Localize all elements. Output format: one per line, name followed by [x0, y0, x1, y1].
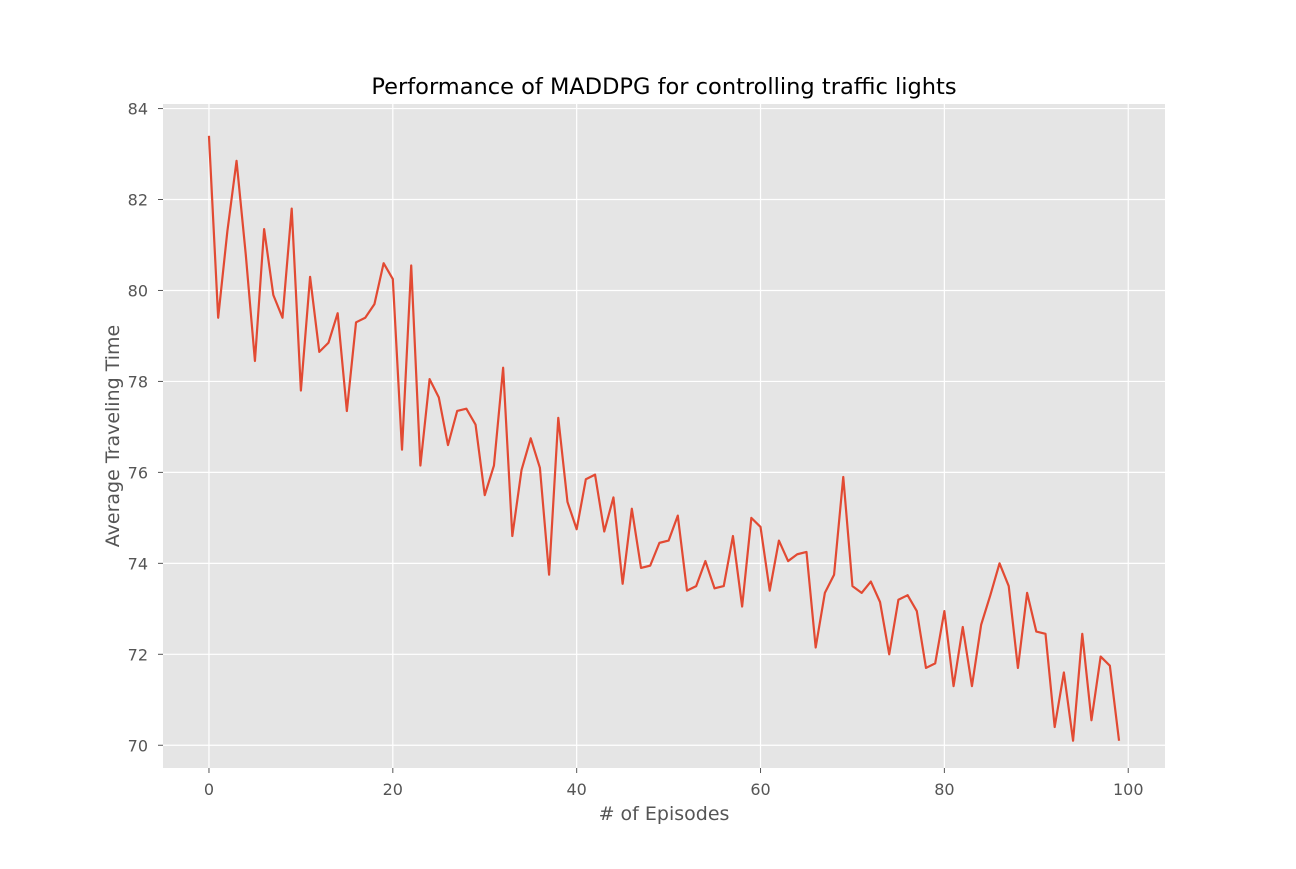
series	[207, 135, 1121, 742]
y-tick-label: 84	[128, 100, 148, 119]
series-line	[207, 135, 1121, 742]
y-tick-label: 70	[128, 736, 148, 755]
x-tick-label: 0	[204, 780, 214, 799]
chart-title: Performance of MADDPG for controlling tr…	[371, 74, 956, 100]
y-tick-label: 80	[128, 281, 148, 300]
x-tick-label: 100	[1113, 780, 1144, 799]
x-tick-label: 60	[750, 780, 770, 799]
y-tick-label: 82	[128, 191, 148, 210]
y-tick-label: 78	[128, 372, 148, 391]
y-tick-label: 76	[128, 463, 148, 482]
x-tick-label: 20	[383, 780, 403, 799]
x-tick-label: 40	[566, 780, 586, 799]
y-axis-label: Average Traveling Time	[102, 325, 124, 547]
x-tick-label: 80	[934, 780, 954, 799]
x-axis-label: # of Episodes	[599, 803, 730, 825]
grid	[163, 104, 1165, 768]
axis-ticks: 0 20 40 60 80 100 70 72 74 76 78 80 82 84	[128, 100, 1144, 799]
y-tick-label: 72	[128, 645, 148, 664]
y-tick-label: 74	[128, 554, 148, 573]
plot-area	[163, 104, 1165, 768]
